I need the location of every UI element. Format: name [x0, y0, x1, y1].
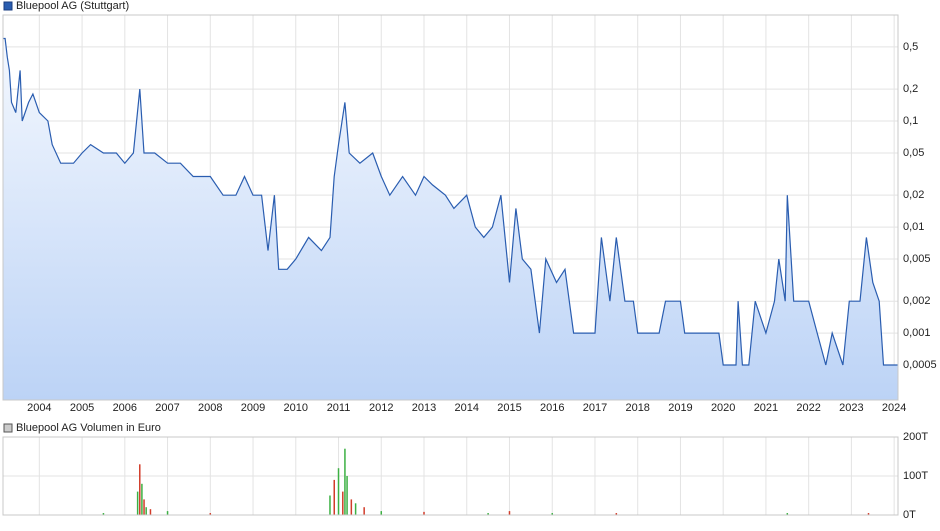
x-tick-label: 2018: [625, 402, 649, 414]
legend-swatch: [3, 1, 13, 11]
volume-bar: [141, 483, 143, 515]
volume-panel: 0T 100T 200T: [2, 431, 928, 521]
volume-bar: [344, 448, 346, 515]
y-tick-label: 0,05: [903, 147, 924, 159]
legend-swatch: [3, 423, 13, 433]
x-tick-label: 2004: [27, 402, 51, 414]
x-tick-label: 2007: [155, 402, 179, 414]
x-tick-label: 2009: [241, 402, 265, 414]
volume-bar: [867, 513, 870, 515]
y-tick-label: 0,1: [903, 115, 918, 127]
x-tick-label: 2016: [540, 402, 564, 414]
x-tick-label: 2019: [668, 402, 692, 414]
x-tick-label: 2005: [70, 402, 94, 414]
x-tick-label: 2010: [284, 402, 308, 414]
x-tick-label: 2020: [711, 402, 735, 414]
plot-frame: [2, 436, 899, 516]
x-tick-label: 2013: [412, 402, 436, 414]
x-tick-label: 2021: [754, 402, 778, 414]
volume-bar: [145, 507, 147, 515]
x-tick-label: 2011: [327, 402, 351, 414]
legend-label: Bluepool AG Volumen in Euro: [16, 422, 161, 434]
volume-bar: [380, 511, 383, 515]
volume-bar: [102, 513, 105, 515]
x-tick-label: 2015: [497, 402, 521, 414]
area: [3, 38, 898, 400]
price-panel: 0,5 0,2 0,1 0,05 0,02 0,01 0,005 0,002 0,001 0,00…: [2, 14, 937, 414]
volume-bar: [136, 491, 139, 515]
y-tick-label: 0,005: [903, 253, 931, 265]
y-tick-label: 100T: [903, 470, 928, 482]
volume-bar: [346, 476, 348, 515]
x-tick-label: 2017: [583, 402, 607, 414]
x-tick-label: 2008: [198, 402, 222, 414]
volume-bar: [508, 511, 511, 515]
volume-bar: [487, 513, 489, 515]
y-tick-label: 0,2: [903, 83, 918, 95]
volume-bar: [350, 499, 353, 515]
volume-bar: [139, 464, 141, 515]
volume-bar: [143, 499, 145, 515]
volume-bar: [342, 491, 344, 515]
y-tick-label: 0,01: [903, 221, 924, 233]
y-tick-label: 0,002: [903, 295, 931, 307]
volume-bar: [363, 507, 365, 515]
legend-label: Bluepool AG (Stuttgart): [16, 0, 129, 12]
y-tick-label: 0,02: [903, 189, 924, 201]
volume-bar: [329, 495, 331, 515]
y-tick-label: 0T: [903, 509, 916, 521]
y-tick-label: 200T: [903, 431, 928, 443]
x-tick-label: 2024: [882, 402, 906, 414]
volume-bar: [354, 503, 357, 515]
x-tick-label: 2006: [113, 402, 137, 414]
volume-bar: [209, 513, 212, 515]
price-line: [3, 37, 898, 366]
volume-bar: [166, 511, 169, 515]
x-tick-label: 2023: [839, 402, 863, 414]
volume-bar: [149, 509, 152, 515]
volume-bar: [551, 513, 553, 515]
x-tick-label: 2014: [454, 402, 478, 414]
volume-bar: [615, 513, 618, 515]
volume-bar: [333, 479, 335, 515]
y-tick-label: 0,5: [903, 41, 918, 53]
volume-bar: [337, 468, 340, 515]
plot-frame: [2, 14, 899, 401]
volume-bar: [786, 513, 789, 515]
volume-bar: [423, 511, 425, 515]
x-tick-label: 2022: [796, 402, 820, 414]
x-tick-label: 2012: [369, 402, 393, 414]
y-tick-label: 0,001: [903, 327, 931, 339]
y-tick-label: 0,0005: [903, 359, 937, 371]
